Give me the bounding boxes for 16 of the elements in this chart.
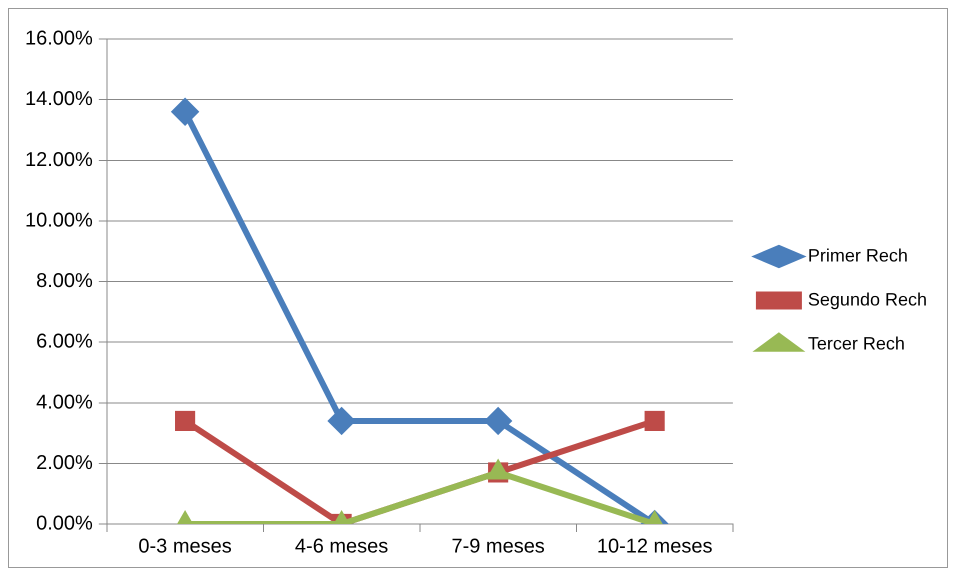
y-tick-label: 10.00% xyxy=(24,209,94,232)
y-tick-label: 16.00% xyxy=(24,28,94,50)
legend-label: Segundo Rech xyxy=(808,289,927,310)
legend-label: Primer Rech xyxy=(808,245,908,266)
y-tick-label: 12.00% xyxy=(24,148,94,171)
y-tick-label: 4.00% xyxy=(36,391,94,414)
y-tick-label: 8.00% xyxy=(36,270,94,292)
x-tick-label: 0-3 meses xyxy=(138,536,232,558)
x-tick-label: 10-12 meses xyxy=(596,536,712,558)
x-tick-label: 7-9 meses xyxy=(451,536,545,558)
y-tick-label: 2.00% xyxy=(36,452,94,474)
y-tick-label: 14.00% xyxy=(24,88,94,110)
y-tick-label: 6.00% xyxy=(36,330,94,353)
legend-label: Tercer Rech xyxy=(808,333,905,354)
y-tick-label: 0.00% xyxy=(36,512,94,535)
x-tick-label: 4-6 meses xyxy=(294,536,388,558)
